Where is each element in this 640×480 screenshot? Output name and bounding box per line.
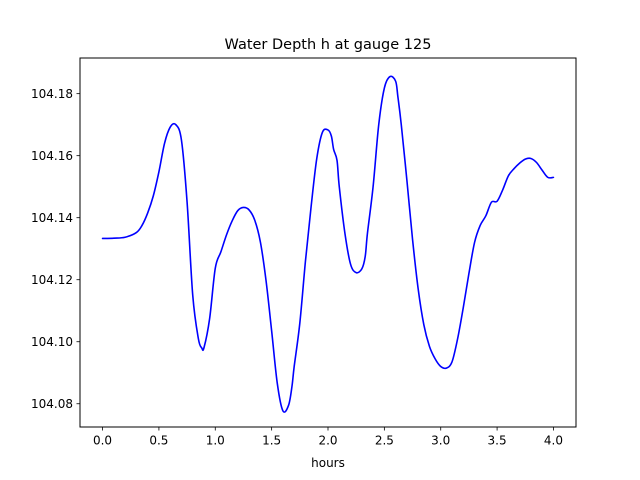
- chart-title: Water Depth h at gauge 125: [225, 37, 432, 53]
- x-tick-label: 3.5: [488, 434, 507, 448]
- x-tick-label: 3.0: [431, 434, 450, 448]
- y-tick-label: 104.10: [31, 335, 73, 349]
- y-tick-label: 104.14: [31, 211, 73, 225]
- y-tick-label: 104.08: [31, 397, 73, 411]
- plot-area: [101, 75, 555, 413]
- y-tick-label: 104.16: [31, 149, 73, 163]
- x-tick-label: 4.0: [544, 434, 563, 448]
- x-tick-label: 0.5: [149, 434, 168, 448]
- x-tick-label: 1.0: [206, 434, 225, 448]
- x-tick-label: 2.5: [375, 434, 394, 448]
- x-axis-label: hours: [311, 456, 345, 470]
- x-axis: 0.0 0.5 1.0 1.5 2.0 2.5 3.0 3.5 4.0: [93, 427, 563, 448]
- x-tick-label: 0.0: [93, 434, 112, 448]
- y-tick-label: 104.18: [31, 87, 73, 101]
- series-line: [101, 75, 555, 413]
- y-axis: 104.08 104.10 104.12 104.14 104.16 104.18: [31, 87, 80, 411]
- x-tick-label: 1.5: [262, 434, 281, 448]
- y-tick-label: 104.12: [31, 273, 73, 287]
- x-tick-label: 2.0: [318, 434, 337, 448]
